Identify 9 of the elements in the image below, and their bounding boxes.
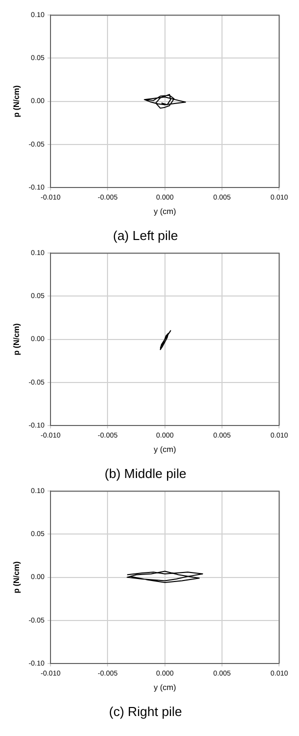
y-axis-title: p (N/cm) — [12, 560, 22, 594]
text: (c) Right pile — [109, 704, 182, 719]
y-axis-title: p (N/cm) — [12, 322, 22, 356]
x-axis-title: y (cm) — [154, 444, 176, 454]
text: (b) Middle pile — [104, 466, 186, 481]
x-axis-title: y (cm) — [154, 682, 176, 692]
text: (a) Left pile — [112, 228, 178, 243]
x-axis-title: y (cm) — [154, 206, 176, 216]
y-axis-title: p (N/cm) — [12, 84, 22, 118]
